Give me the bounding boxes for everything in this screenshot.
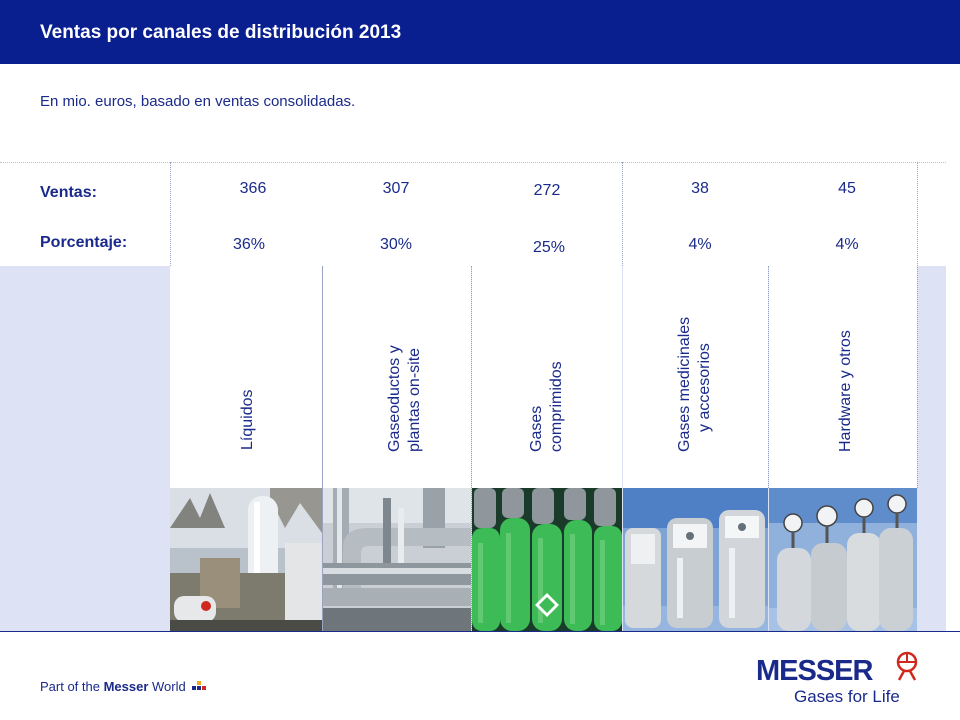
channel-label-gases-medicinales: Gases medicinales y accesorios <box>675 317 715 452</box>
column-divider <box>917 162 918 488</box>
sales-value-gaseoductos: 307 <box>382 180 410 197</box>
percent-row: Porcentaje: 36% 30% 25% 4% 4% <box>0 218 946 266</box>
channel-column-hardware: Hardware y otros <box>769 266 917 488</box>
channel-label-line: Gaseoductos y <box>386 345 403 452</box>
percent-value-hardware: 4% <box>835 236 859 253</box>
sales-value-liquidos: 366 <box>239 180 267 197</box>
title-bar: Ventas por canales de distribución 2013 <box>0 0 960 64</box>
channel-label-gaseoductos: Gaseoductos y plantas on-site <box>385 345 425 452</box>
sales-row-label: Ventas: <box>40 184 97 201</box>
sales-value-hardware: 45 <box>838 180 856 197</box>
percent-value-gases-comprimidos: 25% <box>532 239 566 256</box>
column-divider <box>768 266 769 488</box>
footer-tagline: Part of the Messer World <box>40 679 207 694</box>
channel-column-gases-comprimidos: Gases comprimidos <box>472 266 622 488</box>
percent-row-label: Porcentaje: <box>40 234 128 251</box>
footer-prefix: Part of the <box>40 679 104 694</box>
channel-label-line: plantas on-site <box>406 347 423 452</box>
channel-label-gases-comprimidos: Gases comprimidos <box>527 361 567 452</box>
messer-logo: MESSER Gases for Life <box>756 650 926 710</box>
photo-liquid-tank <box>170 488 322 631</box>
footer-brand: Messer <box>103 679 149 694</box>
channel-label-line: Gases medicinales <box>676 316 693 452</box>
percent-value-gases-medicinales: 4% <box>688 236 712 253</box>
percent-value-liquidos: 36% <box>232 236 266 253</box>
column-divider <box>170 162 171 266</box>
channel-column-liquidos: Líquidos <box>170 266 322 488</box>
channel-label-line: Líquidos <box>239 389 256 451</box>
column-divider <box>471 266 472 632</box>
channel-label-line: Gases <box>528 405 545 452</box>
column-divider <box>622 162 623 266</box>
percent-value-gaseoductos: 30% <box>379 236 413 253</box>
channel-column-gases-medicinales: Gases medicinales y accesorios <box>623 266 768 488</box>
sales-value-gases-comprimidos: 272 <box>533 182 561 199</box>
svg-text:MESSER: MESSER <box>756 655 874 687</box>
photo-medical-gases <box>623 488 768 631</box>
footer-squares-icon <box>192 681 207 692</box>
photo-hardware <box>769 488 917 631</box>
sales-row: Ventas: 366 307 272 38 45 <box>0 162 946 220</box>
svg-text:Gases for Life: Gases for Life <box>794 687 900 706</box>
channel-label-liquidos: Líquidos <box>238 390 258 451</box>
channel-label-hardware: Hardware y otros <box>836 330 856 452</box>
photo-pipelines <box>323 488 471 631</box>
footer-suffix: World <box>148 679 186 694</box>
subtitle: En mio. euros, basado en ventas consolid… <box>40 93 356 110</box>
channel-label-line: comprimidos <box>548 361 565 452</box>
bottom-rule <box>0 631 960 632</box>
channel-column-gaseoductos: Gaseoductos y plantas on-site <box>323 266 471 488</box>
column-divider <box>322 266 323 632</box>
sales-value-gases-medicinales: 38 <box>691 180 709 197</box>
photo-gas-cylinders <box>472 488 622 631</box>
channel-label-line: y accesorios <box>696 343 713 432</box>
page-title: Ventas por canales de distribución 2013 <box>40 22 402 43</box>
channel-label-line: Hardware y otros <box>837 330 854 452</box>
